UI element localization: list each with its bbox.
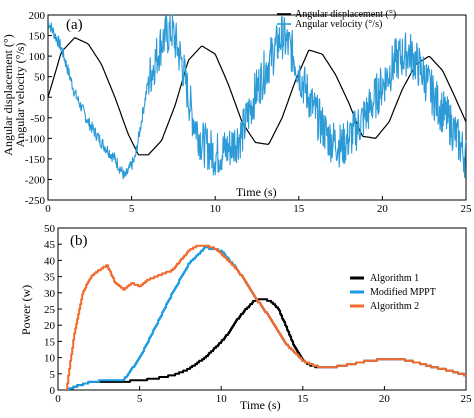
- x-tick-label: 10: [216, 393, 228, 405]
- x-tick-label: 20: [377, 203, 389, 215]
- series-line-b-1: [66, 246, 466, 391]
- x-tick-label: 15: [293, 203, 305, 215]
- y-tick-label: 50: [44, 223, 56, 235]
- y-tick-label: 200: [29, 10, 46, 22]
- panel-b-ticks: 0 5 10 15 20 25 0 5 10 15 20 25 30 35 40 45 50: [44, 223, 472, 405]
- y-tick-label: -250: [25, 195, 46, 207]
- panel-a-ylabel-1: Angular displacement (°): [1, 34, 15, 155]
- y-tick-label: -150: [25, 154, 46, 166]
- y-tick-label: 25: [44, 304, 56, 316]
- y-tick-label: 15: [44, 336, 56, 348]
- y-tick-label: 5: [50, 369, 56, 381]
- legend-label-displacement: Angular displacement (°): [295, 9, 396, 20]
- y-tick-label: 45: [44, 239, 56, 251]
- y-tick-label: 30: [44, 288, 56, 300]
- panel-a-xlabel: Time (s): [236, 185, 277, 199]
- panel-b-tag: (b): [70, 233, 88, 249]
- panel-b-legend: Algorithm 1 Modified MPPT Algorithm 2: [350, 273, 436, 312]
- legend-label-modified-mppt: Modified MPPT: [370, 287, 436, 298]
- panel-b-xlabel: Time (s): [240, 398, 281, 412]
- x-tick-label: 5: [137, 393, 143, 405]
- x-tick-label: 0: [55, 393, 61, 405]
- x-tick-label: 5: [129, 203, 135, 215]
- legend-label-velocity: Angular velocity (°/s): [295, 19, 382, 30]
- x-tick-label: 20: [379, 393, 391, 405]
- panel-a-tag: (a): [66, 17, 83, 33]
- panel-a-ticks: 0 5 10 15 20 25 -250 -200 -150 -100 -50 0 50 100 150 20…: [25, 10, 472, 215]
- y-tick-label: -50: [30, 113, 45, 125]
- y-tick-label: 0: [50, 385, 56, 397]
- series-line-a-0: [47, 37, 467, 156]
- x-tick-label: 15: [297, 393, 309, 405]
- panel-a: 0 5 10 15 20 25 -250 -200 -150 -100 -50 0 50 100 150 20…: [1, 9, 472, 215]
- panel-b: 0 5 10 15 20 25 0 5 10 15 20 25 30 35 40 45 50 (b) Time …: [19, 223, 472, 412]
- y-tick-label: 150: [29, 31, 46, 43]
- panel-a-series: [47, 14, 467, 180]
- series-line-b-2: [66, 244, 466, 391]
- legend-label-algorithm2: Algorithm 2: [370, 301, 419, 312]
- panel-a-legend: Angular displacement (°) Angular velocit…: [277, 9, 396, 30]
- y-tick-label: 100: [29, 51, 46, 63]
- panel-a-ylabel-2: Angular velocity (°/s): [13, 43, 27, 148]
- series-line-a-1: [47, 14, 467, 180]
- panel-a-frame: [47, 14, 467, 201]
- y-tick-label: 40: [44, 255, 56, 267]
- x-tick-label: 25: [461, 203, 473, 215]
- y-tick-label: -100: [25, 133, 46, 145]
- y-tick-label: 20: [44, 320, 56, 332]
- x-tick-label: 25: [461, 393, 473, 405]
- panel-b-ylabel: Power (w): [19, 285, 33, 335]
- panel-b-series: [66, 244, 466, 391]
- x-tick-label: 10: [210, 203, 222, 215]
- y-tick-label: 0: [40, 92, 46, 104]
- y-tick-label: -200: [25, 174, 46, 186]
- y-tick-label: 10: [44, 353, 56, 365]
- y-tick-label: 50: [34, 72, 46, 84]
- x-tick-label: 0: [45, 203, 51, 215]
- legend-label-algorithm1: Algorithm 1: [370, 273, 419, 284]
- y-tick-label: 35: [44, 272, 56, 284]
